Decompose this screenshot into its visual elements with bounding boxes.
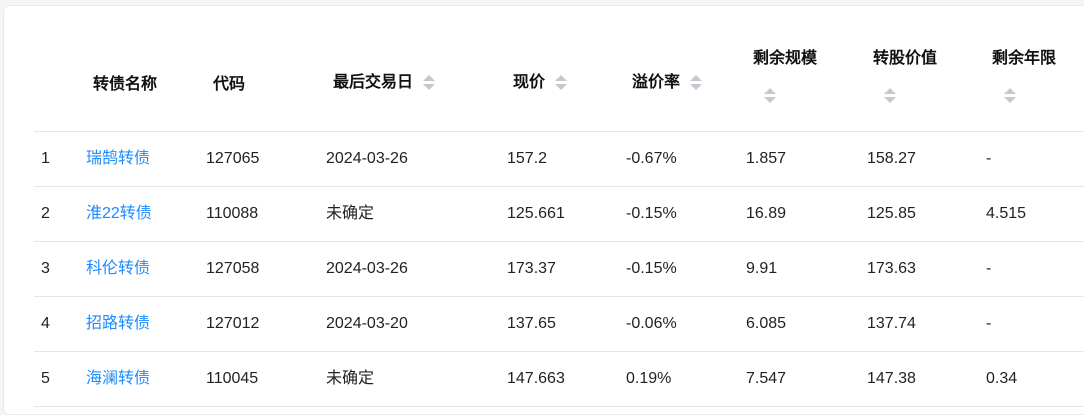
last-trade-date: 未确定: [326, 205, 375, 222]
bond-code: 127058: [206, 260, 260, 277]
header-conv-value: 转股价值: [873, 50, 938, 67]
conversion-value: 158.27: [867, 150, 916, 167]
remaining-years: 4.515: [986, 205, 1027, 222]
header-last-trade-label: 最后交易日: [333, 74, 414, 91]
row-index: 1: [41, 150, 50, 167]
premium-rate: 0.19%: [626, 370, 672, 387]
bond-name-link[interactable]: 海澜转债: [86, 370, 151, 387]
remaining-years: -: [986, 260, 992, 277]
bond-name-link[interactable]: 瑞鹄转债: [86, 150, 151, 167]
header-price-label: 现价: [513, 74, 546, 91]
remaining-scale: 9.91: [746, 260, 778, 277]
conversion-value: 173.63: [867, 260, 916, 277]
last-trade-date: 2024-03-26: [326, 150, 408, 167]
row-index: 2: [41, 205, 50, 222]
premium-rate: -0.67%: [626, 150, 677, 167]
sort-icon[interactable]: [1004, 87, 1016, 105]
last-trade-date: 2024-03-20: [326, 315, 408, 332]
sort-icon[interactable]: [690, 74, 703, 92]
header-code: 代码: [213, 76, 246, 93]
bond-name-link[interactable]: 招路转债: [86, 315, 151, 332]
sort-icon[interactable]: [764, 87, 776, 105]
bond-code: 127065: [206, 150, 260, 167]
price: 147.663: [507, 370, 565, 387]
row-index: 3: [41, 260, 50, 277]
row-index: 4: [41, 315, 50, 332]
bond-name-link[interactable]: 科伦转债: [86, 260, 151, 277]
remaining-years: 0.34: [986, 370, 1018, 387]
table-row: 4 招路转债 127012 2024-03-20 137.65 -0.06% 6.085 13…: [34, 297, 1084, 352]
table-row: 5 海澜转债 110045 未确定 147.663 0.19% 7.547 147.38 0.3…: [34, 352, 1084, 407]
last-trade-date: 2024-03-26: [326, 260, 408, 277]
header-price[interactable]: 现价: [513, 68, 568, 92]
bond-code: 127012: [206, 315, 260, 332]
header-years: 剩余年限: [992, 50, 1057, 67]
remaining-scale: 16.89: [746, 205, 787, 222]
header-scale: 剩余规模: [753, 50, 818, 67]
table-header: 转债名称 代码 最后交易日 现价 溢价率 剩余规模 转股价值 剩余年限: [34, 6, 1084, 132]
header-name: 转债名称: [93, 76, 158, 93]
sort-icon[interactable]: [423, 74, 436, 92]
price: 173.37: [507, 260, 556, 277]
last-trade-date: 未确定: [326, 370, 375, 387]
remaining-scale: 6.085: [746, 315, 787, 332]
conversion-value: 137.74: [867, 315, 916, 332]
sort-icon[interactable]: [555, 74, 568, 92]
bond-code: 110088: [206, 205, 259, 222]
price: 125.661: [507, 205, 565, 222]
row-index: 5: [41, 370, 50, 387]
bond-code: 110045: [206, 370, 259, 387]
table-row: 2 淮22转债 110088 未确定 125.661 -0.15% 16.89 125.85 4…: [34, 187, 1084, 242]
premium-rate: -0.15%: [626, 260, 677, 277]
sort-icon[interactable]: [884, 87, 896, 105]
conversion-value: 147.38: [867, 370, 916, 387]
bond-name-link[interactable]: 淮22转债: [86, 205, 152, 222]
premium-rate: -0.15%: [626, 205, 677, 222]
price: 157.2: [507, 150, 548, 167]
table-row: 3 科伦转债 127058 2024-03-26 173.37 -0.15% 9.91 173…: [34, 242, 1084, 297]
remaining-years: -: [986, 150, 992, 167]
table-row: 1 瑞鹄转债 127065 2024-03-26 157.2 -0.67% 1.857 158…: [34, 132, 1084, 187]
price: 137.65: [507, 315, 556, 332]
conversion-value: 125.85: [867, 205, 916, 222]
header-last-trade[interactable]: 最后交易日: [333, 68, 436, 92]
bond-table-card: 转债名称 代码 最后交易日 现价 溢价率 剩余规模 转股价值 剩余年限 1 瑞鹄转…: [3, 5, 1084, 415]
premium-rate: -0.06%: [626, 315, 677, 332]
remaining-scale: 1.857: [746, 150, 787, 167]
header-premium-label: 溢价率: [632, 74, 681, 91]
remaining-scale: 7.547: [746, 370, 787, 387]
remaining-years: -: [986, 315, 992, 332]
header-premium[interactable]: 溢价率: [632, 68, 703, 92]
